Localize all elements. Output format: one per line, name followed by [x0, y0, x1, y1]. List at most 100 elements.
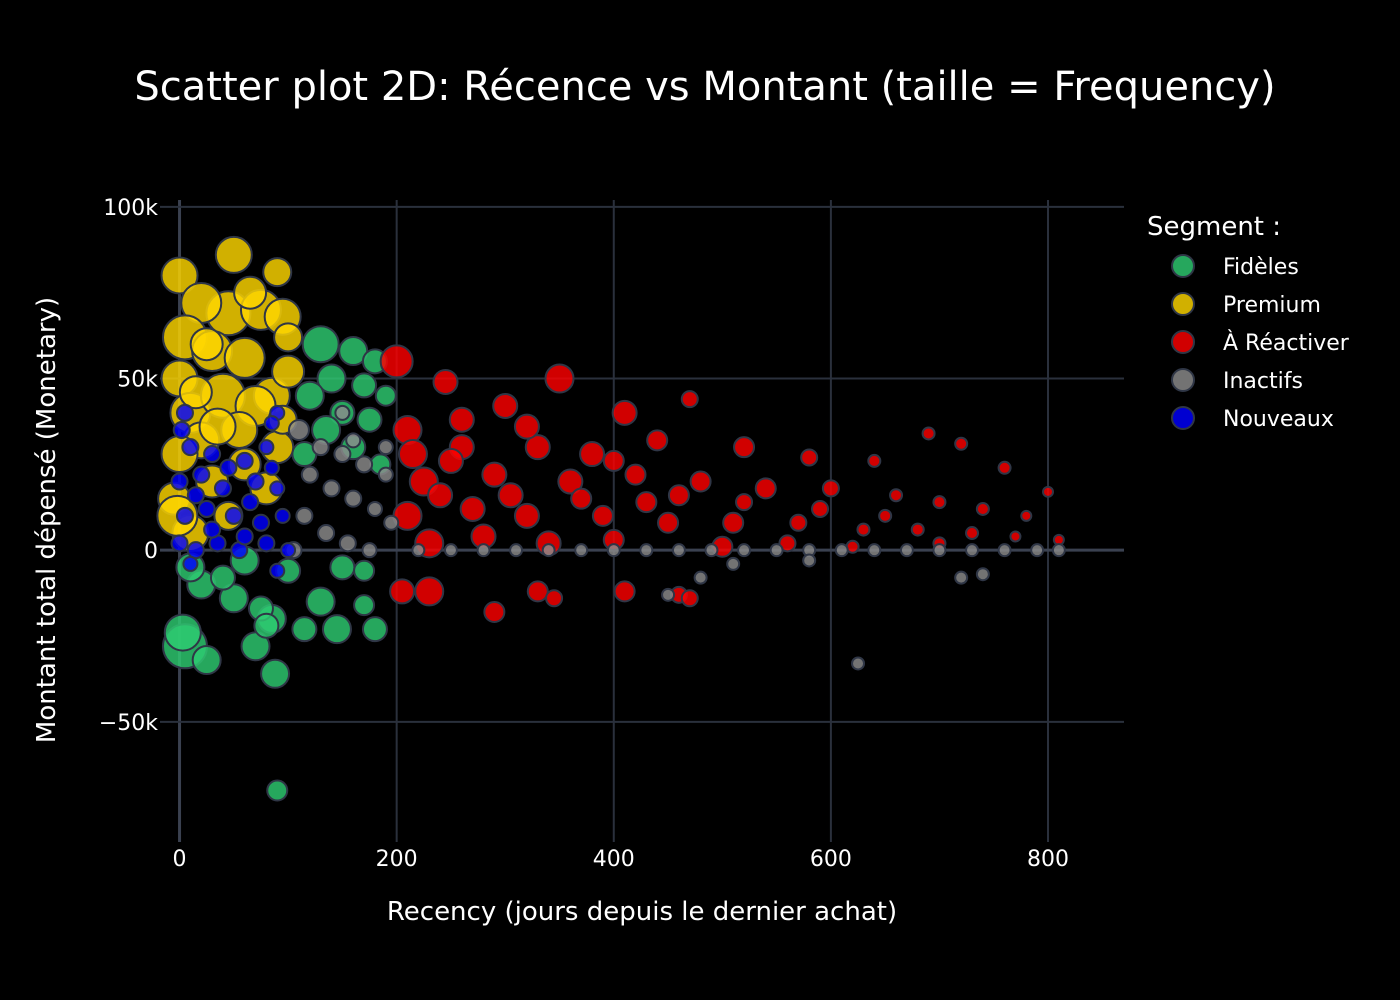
data-point: [344, 489, 363, 508]
data-point: [191, 645, 222, 676]
data-point: [541, 543, 556, 558]
data-point: [219, 458, 238, 477]
data-point: [263, 415, 280, 432]
data-point: [526, 580, 549, 603]
data-point: [613, 580, 636, 603]
data-point: [689, 470, 712, 493]
data-point: [574, 543, 589, 558]
data-point: [301, 325, 340, 364]
data-point: [657, 511, 680, 534]
data-point: [889, 488, 904, 503]
data-point: [867, 453, 882, 468]
data-point: [513, 502, 540, 529]
data-point: [997, 460, 1012, 475]
data-point: [579, 441, 606, 468]
data-point: [800, 448, 819, 467]
data-point: [291, 616, 318, 643]
data-point: [671, 543, 686, 558]
data-point: [189, 327, 224, 362]
y-axis-ticks: −50k 0 50k 100k: [99, 196, 158, 736]
data-point: [241, 493, 260, 512]
data-point: [379, 344, 414, 379]
data-point: [856, 522, 871, 537]
data-point: [735, 493, 754, 512]
series-2: [379, 344, 1065, 623]
data-point: [305, 586, 336, 617]
data-point: [1009, 530, 1022, 543]
data-point: [459, 495, 486, 522]
data-point: [733, 436, 756, 459]
data-point: [198, 407, 237, 446]
data-point: [163, 613, 202, 652]
y-tick-label: 50k: [117, 368, 158, 393]
data-point: [899, 543, 914, 558]
data-points: [156, 235, 1066, 802]
data-point: [345, 432, 362, 449]
data-point: [954, 570, 969, 585]
data-point: [432, 368, 459, 395]
series-3: [284, 404, 1066, 671]
data-point: [269, 562, 286, 579]
x-tick-label: 0: [173, 847, 187, 872]
data-point: [639, 543, 654, 558]
data-point: [769, 543, 784, 558]
data-point: [233, 275, 268, 310]
data-point: [867, 543, 882, 558]
data-point: [383, 514, 400, 531]
data-point: [878, 508, 893, 523]
data-point: [680, 390, 699, 409]
data-point: [311, 438, 330, 457]
y-axis-title: Montant total dépensé (Monetary): [32, 297, 62, 743]
chart-title: Scatter plot 2D: Récence vs Montant (tai…: [134, 64, 1275, 110]
data-point: [427, 482, 454, 509]
data-point: [338, 534, 357, 553]
data-point: [1042, 485, 1055, 498]
data-point: [557, 468, 584, 495]
data-point: [356, 406, 383, 433]
data-point: [361, 542, 378, 559]
data-point: [182, 555, 199, 572]
data-point: [680, 589, 699, 608]
data-point: [821, 479, 840, 498]
data-point: [192, 465, 211, 484]
data-point: [545, 589, 564, 608]
data-point: [483, 600, 506, 623]
data-point: [661, 587, 676, 602]
data-point: [203, 445, 222, 464]
data-point: [172, 421, 191, 440]
legend-label: Nouveaux: [1223, 407, 1334, 432]
data-point: [322, 479, 341, 498]
data-point: [389, 578, 416, 605]
data-point: [921, 426, 936, 441]
data-point: [353, 559, 376, 582]
data-point: [570, 487, 593, 510]
data-point: [954, 436, 969, 451]
data-point: [351, 372, 378, 399]
data-point: [329, 554, 356, 581]
data-point: [257, 534, 276, 553]
data-point: [170, 472, 189, 491]
data-point: [214, 235, 253, 274]
data-point: [333, 445, 352, 464]
legend-marker: [1171, 406, 1195, 430]
data-point: [932, 543, 947, 558]
data-point: [693, 570, 708, 585]
data-point: [235, 451, 254, 470]
data-point: [334, 404, 351, 421]
data-point: [975, 567, 990, 582]
data-point: [704, 543, 719, 558]
data-point: [932, 495, 947, 510]
data-point: [274, 507, 291, 524]
data-point: [295, 506, 314, 525]
legend-label: Fidèles: [1223, 255, 1299, 280]
data-point: [258, 439, 275, 456]
data-point: [851, 656, 866, 671]
data-point: [544, 363, 575, 394]
data-point: [224, 506, 243, 525]
data-point: [509, 543, 524, 558]
data-point: [965, 543, 980, 558]
data-point: [834, 543, 849, 558]
data-point: [789, 513, 808, 532]
x-tick-label: 400: [593, 847, 635, 872]
